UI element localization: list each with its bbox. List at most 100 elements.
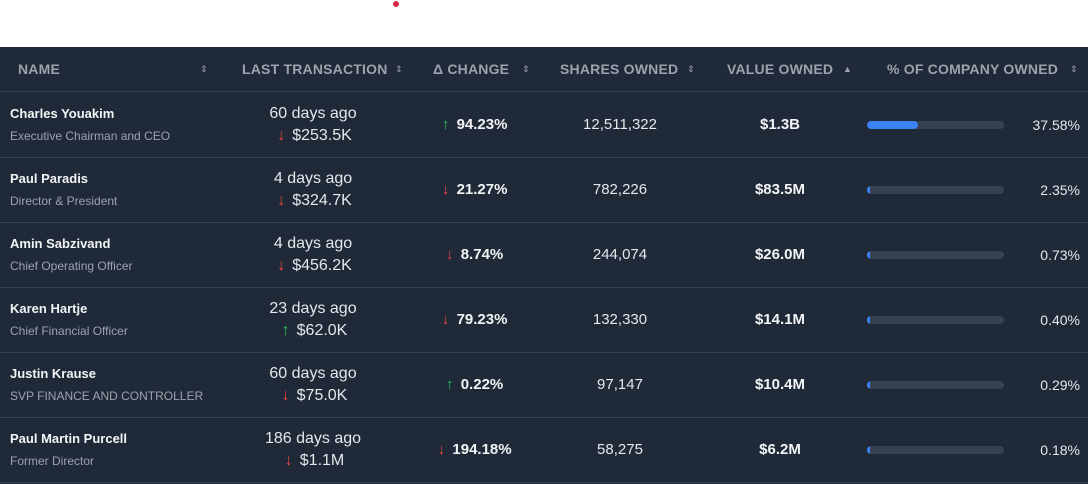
sort-value-owned-icon[interactable]: ▲ xyxy=(843,64,852,74)
ownership-bar-fill xyxy=(867,315,870,324)
column-header-name[interactable]: NAME xyxy=(18,61,61,77)
table-row[interactable]: Paul Paradis Director & President 4 days a… xyxy=(0,157,1088,223)
insider-ownership-table: NAME ⇕ LAST TRANSACTION ⇕ Δ CHANGE ⇕ SHA… xyxy=(0,47,1088,484)
transaction-date: 60 days ago xyxy=(269,104,357,122)
ownership-bar-track xyxy=(867,185,1004,194)
last-transaction-cell: 4 days ago ↓ $456.2K xyxy=(213,222,413,287)
sort-change-icon[interactable]: ⇕ xyxy=(522,63,530,74)
insider-cell: Paul Martin Purcell Former Director xyxy=(10,417,210,482)
change-cell: ↑ 94.23% xyxy=(413,92,533,157)
ownership-bar-track xyxy=(867,445,1004,454)
insider-title: Executive Chairman and CEO xyxy=(10,128,171,143)
change-cell: ↓ 79.23% xyxy=(413,287,533,352)
ownership-bar-fill xyxy=(867,185,871,194)
shares-owned-cell: 782,226 xyxy=(592,181,648,198)
transaction-amount: $62.0K xyxy=(296,321,348,339)
ownership-bar-cell xyxy=(867,222,1004,287)
arrow-down-icon: ↓ xyxy=(445,246,454,263)
column-header-last-transaction[interactable]: LAST TRANSACTION xyxy=(242,61,388,77)
transaction-amount-wrap: ↑ $62.0K xyxy=(279,320,348,342)
change-cell: ↓ 194.18% xyxy=(413,417,533,482)
table-row[interactable]: Karen Hartje Chief Financial Officer 23 da… xyxy=(0,287,1088,353)
change-value: 21.27% xyxy=(456,181,508,198)
column-header-shares-owned[interactable]: SHARES OWNED xyxy=(560,61,679,77)
arrow-up-icon: ↑ xyxy=(441,116,450,133)
change-value: 8.74% xyxy=(460,246,504,263)
column-header-pct-owned[interactable]: % OF COMPANY OWNED xyxy=(887,61,1059,77)
pct-owned-value: 2.35% xyxy=(1040,181,1080,198)
transaction-amount-wrap: ↓ $1.1M xyxy=(282,450,344,472)
change-value: 79.23% xyxy=(456,311,508,328)
table-row[interactable]: Paul Martin Purcell Former Director 186 da… xyxy=(0,417,1088,483)
transaction-amount: $1.1M xyxy=(299,451,345,469)
ownership-bar-fill xyxy=(867,380,870,389)
insider-name[interactable]: Paul Martin Purcell xyxy=(10,430,128,446)
insider-name[interactable]: Amin Sabzivand xyxy=(10,235,111,251)
insider-title: Former Director xyxy=(10,453,95,468)
sort-pct-owned-icon[interactable]: ⇕ xyxy=(1070,63,1078,74)
ownership-bar-track xyxy=(867,250,1004,259)
table-row[interactable]: Amin Sabzivand Chief Operating Officer 4 d… xyxy=(0,222,1088,288)
change-value: 194.18% xyxy=(452,441,512,458)
transaction-amount-wrap: ↓ $456.2K xyxy=(274,255,352,277)
sort-shares-owned-icon[interactable]: ⇕ xyxy=(687,63,695,74)
ownership-bar-fill xyxy=(867,445,870,454)
insider-name[interactable]: Karen Hartje xyxy=(10,300,88,316)
insider-cell: Paul Paradis Director & President xyxy=(10,157,210,222)
arrow-down-icon: ↓ xyxy=(284,451,293,469)
insider-name[interactable]: Justin Krause xyxy=(10,365,96,381)
transaction-date: 4 days ago xyxy=(273,234,353,252)
insider-cell: Justin Krause SVP FINANCE AND CONTROLLER xyxy=(10,352,210,417)
insider-cell: Amin Sabzivand Chief Operating Officer xyxy=(10,222,210,287)
table-row[interactable]: Charles Youakim Executive Chairman and CE… xyxy=(0,92,1088,158)
insider-title: Chief Operating Officer xyxy=(10,258,133,273)
ownership-bar-track xyxy=(867,315,1004,324)
transaction-amount-wrap: ↓ $253.5K xyxy=(274,125,352,147)
arrow-down-icon: ↓ xyxy=(277,126,286,144)
table-header: NAME ⇕ LAST TRANSACTION ⇕ Δ CHANGE ⇕ SHA… xyxy=(0,47,1088,92)
value-owned-cell: $14.1M xyxy=(754,311,806,328)
value-owned-cell: $1.3B xyxy=(759,116,801,133)
arrow-down-icon: ↓ xyxy=(441,181,450,198)
column-header-change[interactable]: Δ CHANGE xyxy=(433,61,510,77)
transaction-amount: $324.7K xyxy=(292,191,352,209)
table-row[interactable]: Justin Krause SVP FINANCE AND CONTROLLER 6… xyxy=(0,352,1088,418)
sort-name-icon[interactable]: ⇕ xyxy=(200,63,208,74)
arrow-down-icon: ↓ xyxy=(437,441,446,458)
transaction-date: 23 days ago xyxy=(269,299,357,317)
transaction-amount: $253.5K xyxy=(292,126,352,144)
insider-name[interactable]: Paul Paradis xyxy=(10,170,89,186)
change-value: 0.22% xyxy=(460,376,504,393)
pct-owned-value: 0.40% xyxy=(1040,311,1080,328)
pct-owned-value: 37.58% xyxy=(1032,116,1080,133)
last-transaction-cell: 23 days ago ↑ $62.0K xyxy=(213,287,413,352)
column-header-value-owned[interactable]: VALUE OWNED xyxy=(727,61,834,77)
shares-owned-cell: 12,511,322 xyxy=(583,116,657,133)
ownership-bar-cell xyxy=(867,92,1004,157)
ownership-bar-track xyxy=(867,380,1004,389)
ownership-bar-track xyxy=(867,120,1004,129)
arrow-up-icon: ↑ xyxy=(445,376,454,393)
insider-cell: Charles Youakim Executive Chairman and CE… xyxy=(10,92,210,157)
transaction-amount-wrap: ↓ $75.0K xyxy=(279,385,348,407)
ownership-bar-fill xyxy=(867,250,870,259)
arrow-down-icon: ↓ xyxy=(281,386,290,404)
value-owned-cell: $10.4M xyxy=(754,376,806,393)
value-owned-cell: $26.0M xyxy=(754,246,806,263)
transaction-date: 186 days ago xyxy=(264,429,362,447)
arrow-down-icon: ↓ xyxy=(277,256,286,274)
sort-last-transaction-icon[interactable]: ⇕ xyxy=(395,63,403,74)
value-owned-cell: $6.2M xyxy=(759,441,801,458)
last-transaction-cell: 186 days ago ↓ $1.1M xyxy=(213,417,413,482)
ownership-bar-cell xyxy=(867,352,1004,417)
transaction-date: 4 days ago xyxy=(273,169,353,187)
shares-owned-cell: 97,147 xyxy=(597,376,643,393)
value-owned-cell: $83.5M xyxy=(754,181,806,198)
ownership-bar-cell xyxy=(867,157,1004,222)
ownership-bar-cell xyxy=(867,287,1004,352)
insider-title: Chief Financial Officer xyxy=(10,323,128,338)
shares-owned-cell: 132,330 xyxy=(592,311,648,328)
ownership-bar-fill xyxy=(867,120,919,129)
insider-name[interactable]: Charles Youakim xyxy=(10,105,115,121)
shares-owned-cell: 244,074 xyxy=(592,246,648,263)
